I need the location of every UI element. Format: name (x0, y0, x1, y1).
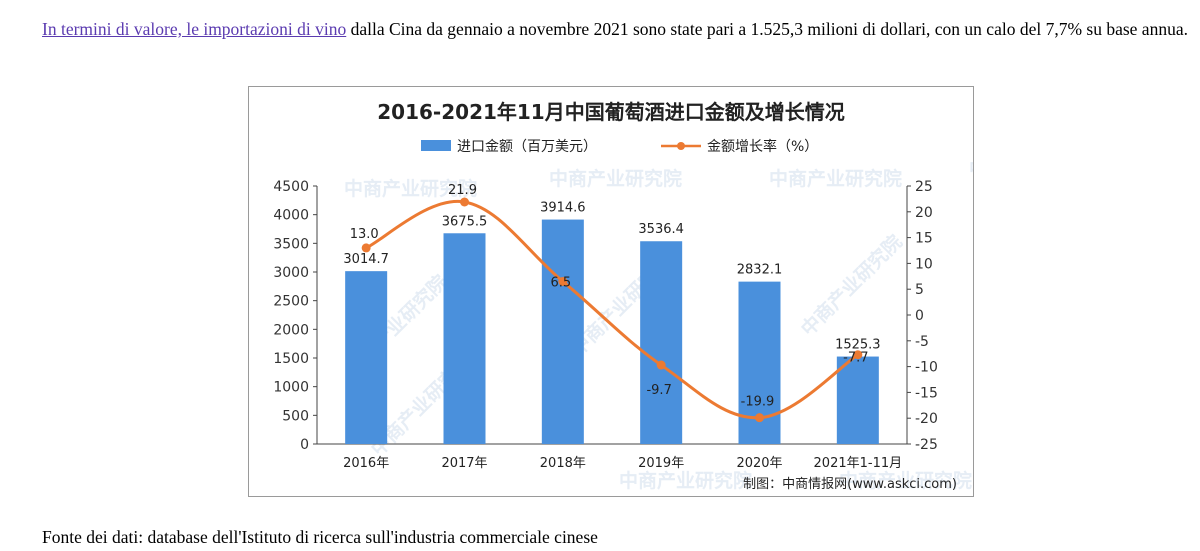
growth-point (656, 360, 666, 370)
x-tick-label: 2020年 (736, 456, 782, 471)
right-tick-label: 25 (915, 179, 933, 195)
right-tick-label: -20 (915, 411, 938, 427)
line-value-label: -9.7 (646, 383, 671, 398)
line-value-label: -19.9 (741, 395, 775, 410)
right-tick-label: 20 (915, 205, 933, 221)
bar-value-label: 3536.4 (638, 222, 684, 237)
left-tick-label: 0 (300, 437, 309, 453)
bar (640, 241, 683, 444)
left-tick-label: 2000 (273, 322, 309, 338)
growth-point (755, 413, 764, 423)
bar-value-label: 2832.1 (737, 263, 783, 278)
bar-value-label: 3914.6 (540, 201, 586, 216)
x-tick-label: 2019年 (638, 456, 684, 471)
left-tick-label: 1000 (273, 380, 309, 396)
right-tick-label: 10 (915, 256, 933, 272)
line-value-label: -7.7 (843, 351, 868, 366)
x-tick-label: 2018年 (540, 456, 586, 471)
bar-value-label: 3014.7 (343, 252, 389, 267)
right-tick-label: -25 (915, 437, 938, 453)
bar-value-label: 3675.5 (442, 214, 488, 229)
left-tick-label: 500 (282, 408, 309, 424)
watermark-text: 中商产业研究院 (969, 157, 973, 180)
right-tick-label: -10 (915, 360, 938, 376)
bar-value-label: 1525.3 (835, 338, 881, 353)
growth-point (361, 243, 371, 253)
left-tick-label: 2500 (273, 294, 309, 310)
left-tick-label: 1500 (273, 351, 309, 367)
growth-point (460, 197, 469, 207)
right-tick-label: -15 (915, 385, 938, 401)
source-note: Fonte dei dati: database dell'Istituto d… (42, 527, 598, 547)
line-value-label: 13.0 (350, 227, 379, 242)
right-tick-label: -5 (915, 334, 929, 350)
legend-line-label: 金额增长率（%） (707, 138, 818, 155)
watermark-text: 中商产业研究院 (769, 167, 902, 190)
article-text: dalla Cina da gennaio a novembre 2021 so… (346, 19, 1188, 39)
legend-line-marker (677, 142, 685, 150)
chart-title: 2016-2021年11月中国葡萄酒进口金额及增长情况 (377, 100, 844, 124)
left-tick-label: 3000 (273, 265, 309, 281)
bar (836, 356, 879, 444)
legend-bar-label: 进口金额（百万美元） (457, 139, 597, 155)
right-tick-label: 5 (915, 282, 924, 298)
bar (541, 219, 584, 444)
watermark-text: 中商产业研究院 (796, 230, 906, 340)
watermark-text: 中商产业研究院 (619, 469, 752, 492)
article-paragraph: In termini di valore, le importazioni di… (4, 16, 1196, 43)
bar (443, 233, 486, 444)
growth-point (558, 276, 568, 286)
watermark-text: 中商产业研究院 (839, 469, 972, 492)
watermark-text: 中商产业研究院 (344, 177, 477, 200)
x-tick-label: 2017年 (441, 456, 487, 471)
left-tick-label: 4500 (273, 179, 309, 195)
growth-line (365, 200, 859, 420)
bar (345, 271, 388, 444)
chart-frame: 中商产业研究院 中商产业研究院 中商产业研究院 中商产业研究院 中商产业研究院 中商产业研… (248, 86, 974, 497)
line-value-label: 6.5 (550, 275, 571, 290)
left-tick-label: 4000 (273, 208, 309, 224)
growth-point (853, 350, 863, 360)
x-tick-label: 2021年1-11月 (814, 456, 903, 471)
legend-bar-swatch (421, 140, 451, 151)
chart-credit: 制图：中商情报网(www.askci.com) (743, 477, 957, 492)
x-tick-label: 2016年 (343, 456, 389, 471)
watermark-text: 中商产业研究院 (549, 167, 682, 190)
right-tick-label: 15 (915, 231, 933, 247)
left-tick-label: 3500 (273, 236, 309, 252)
article-link[interactable]: In termini di valore, le importazioni di… (42, 19, 347, 39)
right-tick-label: 0 (915, 308, 924, 324)
line-value-label: 21.9 (448, 183, 477, 198)
